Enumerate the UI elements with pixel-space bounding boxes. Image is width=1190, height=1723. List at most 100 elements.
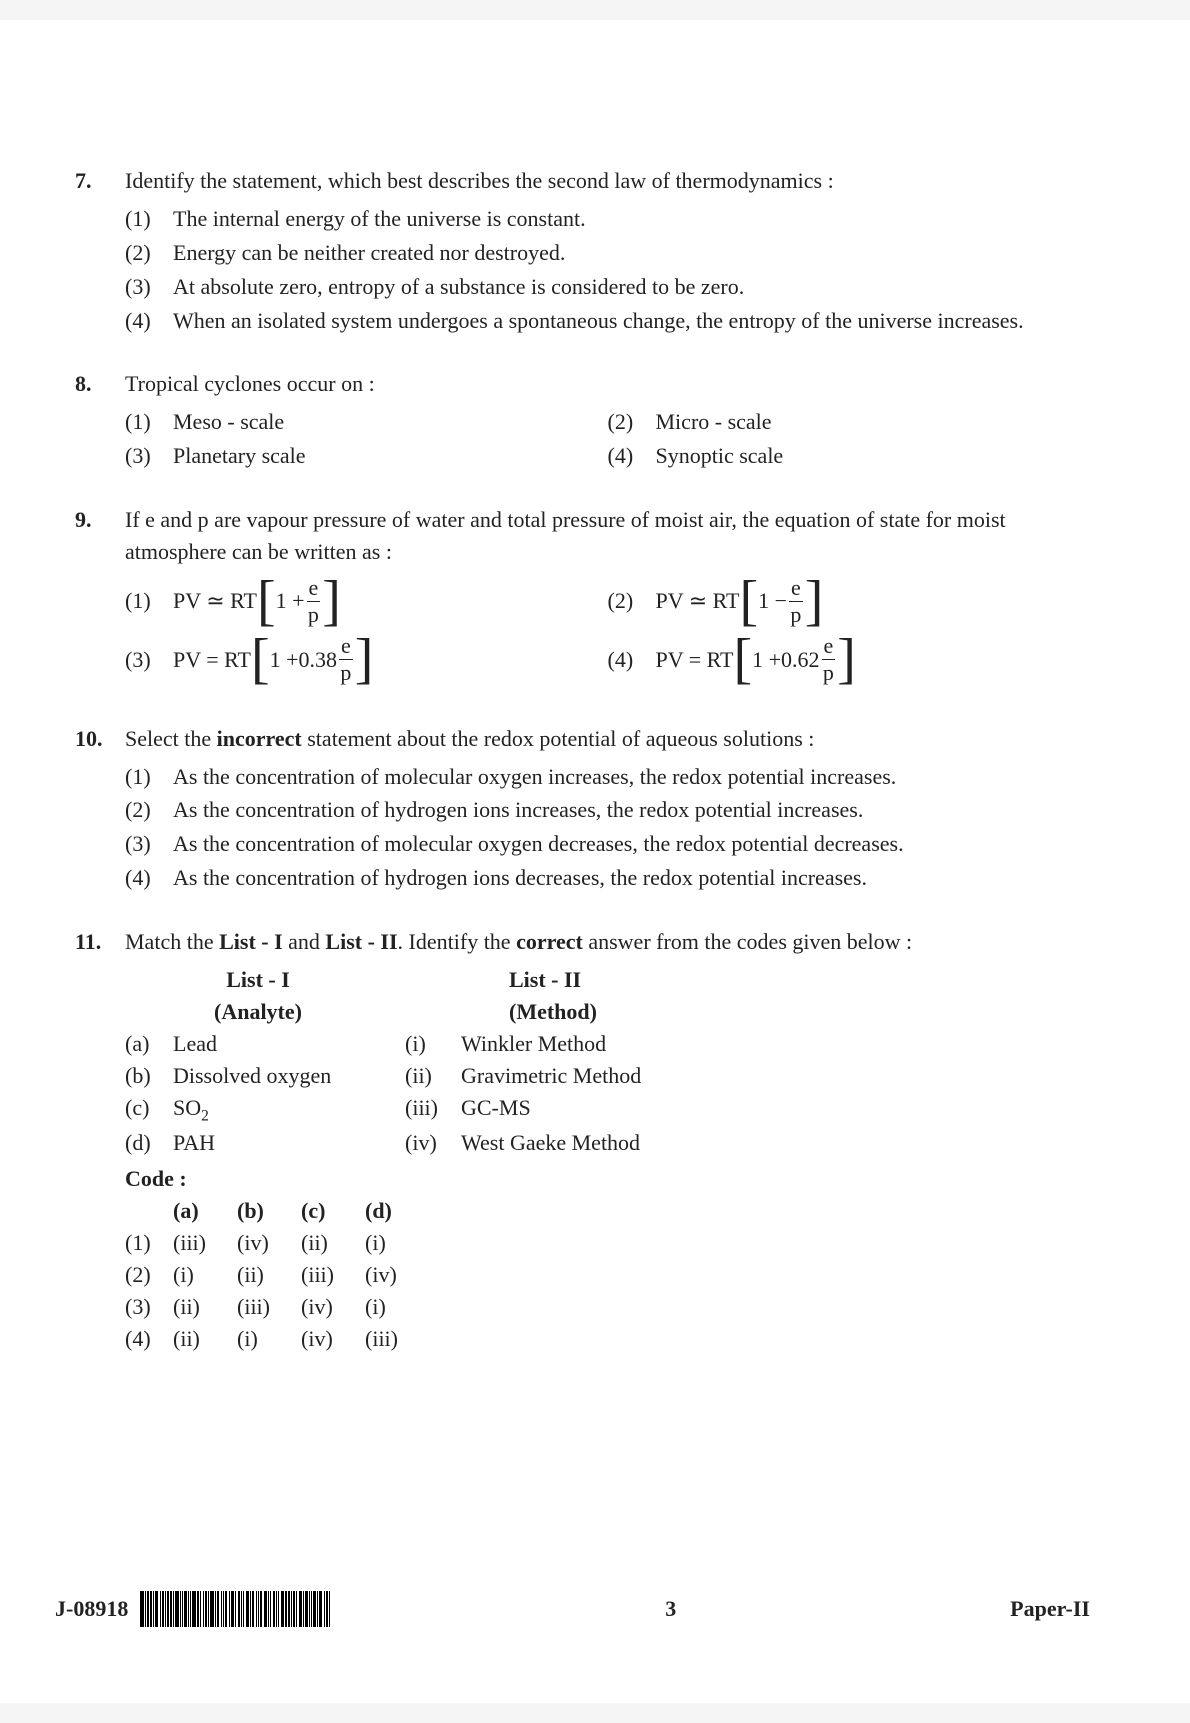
left-bracket-icon: [: [739, 576, 758, 626]
code-cell: (i): [237, 1323, 301, 1355]
code-cell: (iii): [365, 1323, 429, 1355]
list-letter: (a): [125, 1028, 173, 1060]
code-cell: (i): [173, 1259, 237, 1291]
question-7: 7. Identify the statement, which best de…: [75, 165, 1090, 338]
fraction-den: p: [340, 660, 351, 684]
question-number: 11.: [75, 926, 125, 1354]
equation-option: (2) PV ≃ RT [ 1 − ep ]: [608, 576, 1091, 626]
eq-inner: 1 −: [758, 585, 787, 617]
list-analyte: Dissolved oxygen: [173, 1060, 405, 1092]
right-bracket-icon: ]: [322, 576, 341, 626]
question-11: 11. Match the List - I and List - II. Id…: [75, 926, 1090, 1354]
option-number: (3): [125, 644, 173, 676]
fraction: ep: [789, 577, 803, 626]
question-stem: Match the List - I and List - II. Identi…: [125, 926, 1090, 958]
question-stem: Identify the statement, which best descr…: [125, 165, 1090, 197]
code-header: (c): [301, 1195, 365, 1227]
option-text: As the concentration of hydrogen ions de…: [173, 862, 1090, 894]
code-cell: (iv): [365, 1259, 429, 1291]
option-text: The internal energy of the universe is c…: [173, 203, 1090, 235]
blank: [453, 964, 509, 996]
barcode-icon: [140, 1591, 331, 1627]
code-table: (a) (b) (c) (d) (1)(iii)(iv)(ii)(i) (2)(…: [173, 1195, 1090, 1354]
code-cell: (i): [365, 1291, 429, 1323]
list-subheader: (Method): [509, 996, 597, 1028]
eq-inner: 1 +: [276, 585, 305, 617]
list-letter: (c): [125, 1092, 173, 1128]
blank: [453, 996, 509, 1028]
stem-text: statement about the redox potential of a…: [302, 726, 815, 751]
page-footer: J-08918 3 Paper-II: [55, 1591, 1090, 1627]
list-analyte: SO2: [173, 1092, 405, 1128]
option-number: (4): [608, 440, 656, 472]
option-number: (1): [125, 203, 173, 235]
code-cell: (i): [365, 1227, 429, 1259]
list-subheader: (Analyte): [173, 996, 343, 1028]
question-body: Match the List - I and List - II. Identi…: [125, 926, 1090, 1354]
option-number: (3): [125, 271, 173, 303]
right-bracket-icon: ]: [355, 634, 374, 684]
list-method: Winkler Method: [461, 1028, 606, 1060]
code-cell: (iii): [301, 1259, 365, 1291]
paper-label: Paper-II: [1010, 1593, 1090, 1625]
equation-option: (1) PV ≃ RT [ 1 + ep ]: [125, 576, 608, 626]
question-9: 9. If e and p are vapour pressure of wat…: [75, 504, 1090, 693]
question-stem: Tropical cyclones occur on :: [125, 368, 1090, 400]
option-number: (4): [608, 644, 656, 676]
fraction-num: e: [789, 577, 803, 602]
option-number: (2): [125, 794, 173, 826]
code-cell: (ii): [173, 1291, 237, 1323]
option-number: (2): [125, 237, 173, 269]
code-cell: (iii): [173, 1227, 237, 1259]
equation: PV = RT [ 1 + 0.38 ep ]: [173, 634, 373, 684]
list-method: West Gaeke Method: [461, 1127, 640, 1159]
match-lists: List - I List - II (Analyte) (Method) (a…: [125, 964, 1090, 1159]
stem-bold: correct: [516, 929, 583, 954]
option-number: (1): [125, 761, 173, 793]
option-number: (2): [608, 585, 656, 617]
stem-text: . Identify the: [398, 929, 517, 954]
question-body: Tropical cyclones occur on : (1)Meso - s…: [125, 368, 1090, 474]
stem-text: Select the: [125, 726, 217, 751]
option-text: Micro - scale: [656, 406, 1091, 438]
options: (1) As the concentration of molecular oxy…: [125, 761, 1090, 895]
right-bracket-icon: ]: [805, 576, 824, 626]
fraction-num: e: [339, 635, 353, 660]
option-text: As the concentration of hydrogen ions in…: [173, 794, 1090, 826]
option-number: (4): [125, 305, 173, 337]
fraction-den: p: [823, 660, 834, 684]
equation: PV ≃ RT [ 1 + ep ]: [173, 576, 341, 626]
equation-row: (3) PV = RT [ 1 + 0.38 ep ] (4) PV = RT …: [125, 634, 1090, 684]
footer-left: J-08918: [55, 1591, 331, 1627]
question-number: 9.: [75, 504, 125, 693]
eq-coef: 0.62: [781, 644, 820, 676]
fraction: ep: [822, 635, 836, 684]
eq-lhs: PV ≃ RT: [656, 585, 740, 617]
option-number: (1): [125, 406, 173, 438]
fraction-num: e: [822, 635, 836, 660]
question-body: Identify the statement, which best descr…: [125, 165, 1090, 338]
question-body: Select the incorrect statement about the…: [125, 723, 1090, 896]
question-number: 7.: [75, 165, 125, 338]
left-bracket-icon: [: [251, 634, 270, 684]
list-letter: (b): [125, 1060, 173, 1092]
list-roman: (ii): [405, 1060, 461, 1092]
fraction-num: e: [307, 577, 321, 602]
option-text: Planetary scale: [173, 440, 608, 472]
blank: [343, 964, 453, 996]
code-option-num: (2): [125, 1259, 173, 1291]
equation-row: (1) PV ≃ RT [ 1 + ep ] (2) PV ≃ RT [ 1 −: [125, 576, 1090, 626]
option-number: (2): [608, 406, 656, 438]
option-text: Energy can be neither created nor destro…: [173, 237, 1090, 269]
option-text: As the concentration of molecular oxygen…: [173, 828, 1090, 860]
stem-text: and: [283, 929, 326, 954]
list-roman: (iv): [405, 1127, 461, 1159]
code-cell: (iv): [301, 1323, 365, 1355]
question-stem: If e and p are vapour pressure of water …: [125, 504, 1090, 568]
option-text: At absolute zero, entropy of a substance…: [173, 271, 1090, 303]
question-number: 10.: [75, 723, 125, 896]
fraction: ep: [307, 577, 321, 626]
code-cell: (iv): [301, 1291, 365, 1323]
equation-option: (4) PV = RT [ 1 + 0.62 ep ]: [608, 634, 1091, 684]
option-text: When an isolated system undergoes a spon…: [173, 305, 1090, 337]
